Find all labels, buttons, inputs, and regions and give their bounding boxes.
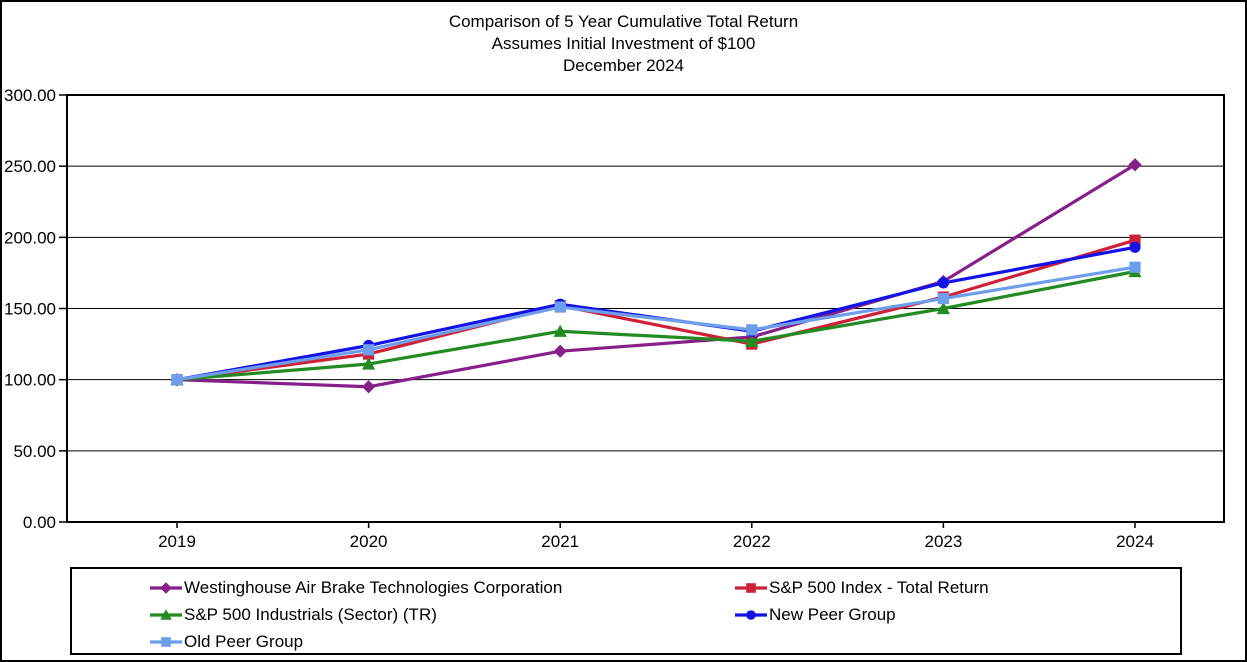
diamond-legend-marker-icon [150,581,182,594]
circle-legend-marker-icon [735,609,767,620]
x-tick-label: 2020 [350,532,388,551]
square-marker [171,374,183,386]
series-line [176,269,1136,382]
square-marker [1129,261,1141,273]
legend-label: Westinghouse Air Brake Technologies Corp… [184,577,563,597]
x-tick-label: 2024 [1116,532,1154,551]
square-marker [937,292,949,305]
chart-date: December 2024 [563,56,684,75]
x-tick-label: 2023 [924,532,962,551]
series-line [176,163,1136,389]
square-marker [746,324,758,336]
diamond-marker [1128,158,1142,172]
legend-label: S&P 500 Industrials (Sector) (TR) [184,604,437,624]
circle-marker [746,609,756,620]
circle-marker [937,277,950,289]
triangle-marker [745,334,759,347]
legend-label: Old Peer Group [184,631,304,651]
y-tick-label: 50.00 [13,442,56,461]
y-tick-label: 0.00 [23,513,56,532]
diamond-marker [160,581,172,594]
y-tick-label: 100.00 [4,371,56,390]
chart-title-block: Comparison of 5 Year Cumulative Total Re… [2,11,1245,77]
chart-title: Comparison of 5 Year Cumulative Total Re… [448,12,799,31]
y-tick-label: 150.00 [4,300,56,319]
x-tick-label: 2022 [733,532,771,551]
diamond-marker [362,380,376,394]
square-marker [1129,234,1141,246]
square-marker [746,582,756,593]
diamond-marker [553,344,567,358]
y-tick-label: 250.00 [4,157,56,176]
y-tick-label: 200.00 [4,228,56,247]
triangle-marker [936,301,950,315]
chart-subtitle: Assumes Initial Investment of $100 [491,34,756,53]
triangle-marker [160,608,172,620]
x-tick-label: 2021 [541,532,579,551]
legend-item: S&P 500 Index - Total Return [734,578,1180,598]
square-legend-marker-icon [150,636,182,647]
square-legend-marker-icon [735,582,767,593]
triangle-marker [553,324,567,337]
x-tick-label: 2019 [158,532,196,551]
square-marker [363,344,375,356]
series-line [176,265,1136,382]
legend-item: S&P 500 Industrials (Sector) (TR) [149,605,734,625]
triangle-legend-marker-icon [150,608,182,620]
legend-item: Westinghouse Air Brake Technologies Corp… [149,578,734,598]
legend-item: Old Peer Group [149,632,734,652]
square-marker [161,636,171,647]
line-chart: 300.00 250.00 200.00 150.00 100.00 50.00 0.00 2… [4,86,1225,551]
square-marker [554,301,566,313]
triangle-marker [362,357,376,370]
legend: Westinghouse Air Brake Technologies Corp… [70,567,1182,655]
legend-label: New Peer Group [769,604,896,624]
circle-marker [1129,241,1141,253]
series-line [176,238,1136,382]
legend-item: New Peer Group [734,605,1180,625]
y-tick-label: 300.00 [4,86,56,105]
legend-label: S&P 500 Index - Total Return [769,577,989,597]
